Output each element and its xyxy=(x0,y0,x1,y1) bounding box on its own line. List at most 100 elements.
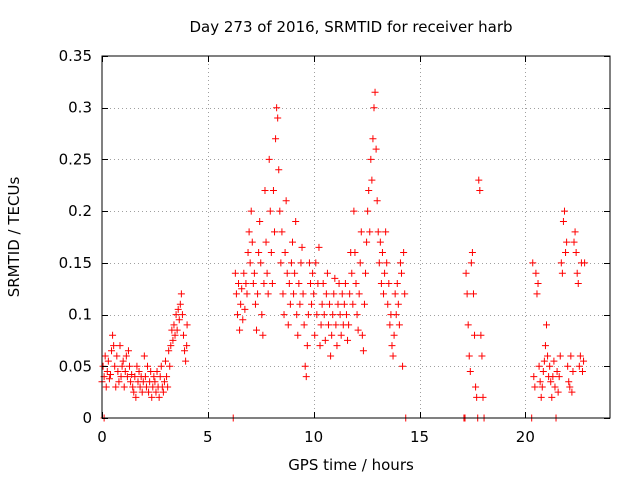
data-point xyxy=(135,367,143,375)
data-point xyxy=(396,259,404,267)
data-point xyxy=(240,269,248,277)
data-point xyxy=(345,321,353,329)
data-point xyxy=(351,249,359,257)
data-point xyxy=(296,300,304,308)
data-point xyxy=(353,311,361,319)
data-point xyxy=(359,347,367,355)
data-point xyxy=(320,311,328,319)
data-point xyxy=(564,362,572,370)
data-point xyxy=(538,383,546,391)
data-point xyxy=(557,259,565,267)
data-point xyxy=(152,388,160,396)
data-point xyxy=(541,342,549,350)
data-point xyxy=(285,280,293,288)
data-point xyxy=(462,269,470,277)
data-point xyxy=(367,155,375,163)
data-point xyxy=(127,378,135,386)
data-point xyxy=(381,269,389,277)
data-point xyxy=(342,311,350,319)
data-point xyxy=(568,388,576,396)
data-point xyxy=(280,311,288,319)
data-point xyxy=(266,207,274,215)
data-point xyxy=(378,249,386,257)
data-point xyxy=(473,393,481,401)
data-point xyxy=(246,259,254,267)
data-point xyxy=(255,249,263,257)
data-point xyxy=(122,352,130,360)
y-tick-label: 0.25 xyxy=(59,150,92,168)
data-point xyxy=(368,176,376,184)
data-point xyxy=(235,280,243,288)
data-point xyxy=(238,285,246,293)
data-point xyxy=(393,280,401,288)
data-point xyxy=(105,375,113,383)
data-point xyxy=(269,186,277,194)
data-point xyxy=(349,300,357,308)
x-tick-labels: 0 5 10 15 20 xyxy=(97,428,535,446)
data-point xyxy=(273,104,281,112)
data-point xyxy=(366,228,374,236)
y-tick-labels: 0 0.05 0.1 0.15 0.2 0.25 0.3 0.35 xyxy=(59,47,92,427)
data-point xyxy=(175,316,183,324)
data-point xyxy=(465,352,473,360)
data-point xyxy=(124,347,132,355)
data-point xyxy=(281,249,289,257)
data-point xyxy=(382,228,390,236)
data-point xyxy=(350,207,358,215)
data-point xyxy=(354,326,362,334)
data-point xyxy=(303,342,311,350)
data-point xyxy=(164,383,172,391)
x-tick-label: 20 xyxy=(516,428,535,446)
data-point xyxy=(141,373,149,381)
data-point xyxy=(576,352,584,360)
data-point xyxy=(231,269,239,277)
plot-frame xyxy=(101,55,611,419)
data-point xyxy=(110,342,118,350)
data-point xyxy=(328,331,336,339)
data-point xyxy=(142,383,150,391)
data-point xyxy=(282,197,290,205)
data-point xyxy=(239,316,247,324)
data-point xyxy=(254,290,262,298)
data-point xyxy=(386,321,394,329)
data-point xyxy=(575,362,583,370)
data-point xyxy=(114,367,122,375)
y-tick-label: 0.2 xyxy=(68,202,92,220)
data-point xyxy=(310,290,318,298)
data-point xyxy=(467,259,475,267)
data-point xyxy=(263,269,271,277)
data-point xyxy=(364,207,372,215)
y-tick-label: 0.1 xyxy=(68,306,92,324)
data-point xyxy=(533,290,541,298)
data-point xyxy=(253,326,261,334)
data-point xyxy=(346,290,354,298)
data-point xyxy=(283,269,291,277)
data-point xyxy=(566,383,574,391)
data-point xyxy=(267,249,275,257)
data-point xyxy=(118,362,126,370)
data-point xyxy=(340,300,348,308)
data-point xyxy=(157,362,165,370)
data-point xyxy=(373,197,381,205)
data-point xyxy=(248,238,256,246)
axis-ticks xyxy=(102,56,610,419)
data-point xyxy=(333,342,341,350)
x-tick-label: 0 xyxy=(97,428,107,446)
data-point xyxy=(384,300,392,308)
data-point xyxy=(261,186,269,194)
y-axis-label: SRMTID / TECUs xyxy=(5,177,23,298)
data-point xyxy=(571,228,579,236)
data-point xyxy=(160,378,168,386)
data-point xyxy=(250,269,258,277)
data-point xyxy=(321,336,329,344)
data-point xyxy=(324,321,332,329)
data-point xyxy=(383,259,391,267)
data-point xyxy=(539,367,547,375)
data-point xyxy=(260,280,268,288)
data-point xyxy=(145,388,153,396)
data-point xyxy=(162,357,169,365)
data-point xyxy=(102,383,110,391)
data-point xyxy=(466,367,474,375)
data-point xyxy=(140,352,148,360)
